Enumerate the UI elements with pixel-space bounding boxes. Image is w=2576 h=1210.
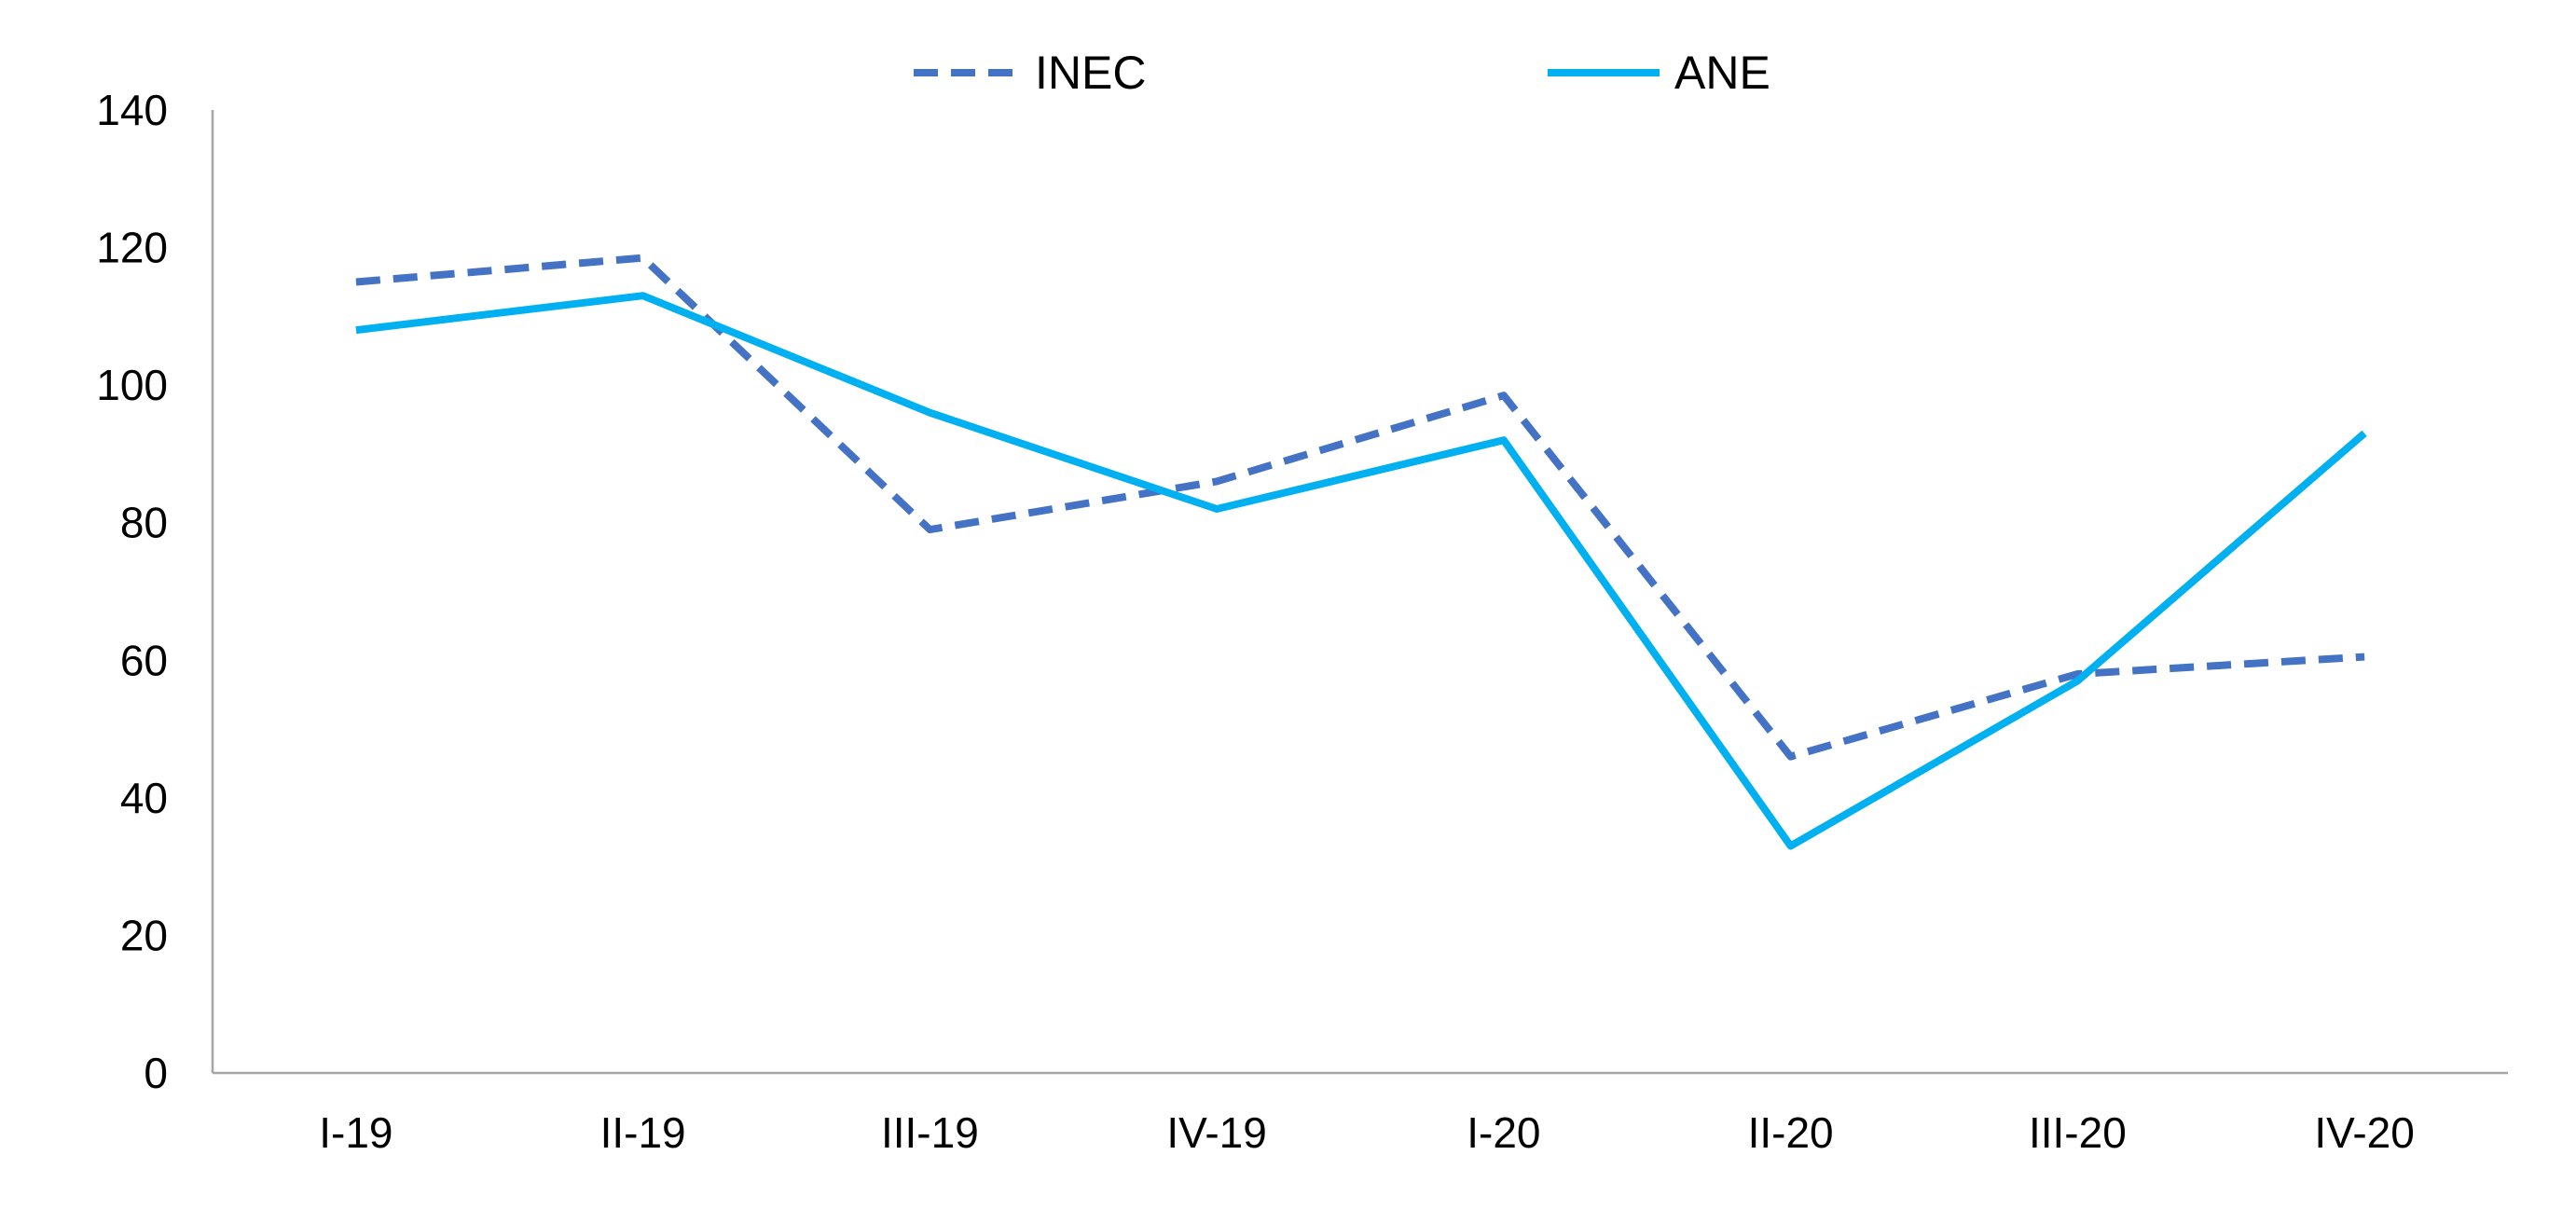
legend-item-ane: ANE [1548,47,1770,99]
x-tick-label: IV-19 [1166,1108,1266,1157]
x-axis: I-19 II-19 III-19 IV-19 I-20 II-20 III-20 IV-20 [213,1071,2508,1157]
x-tick-label: II-20 [1748,1108,1834,1157]
y-tick-label: 100 [96,361,168,409]
x-tick-label: II-19 [600,1108,686,1157]
x-tick-label: III-19 [881,1108,979,1157]
y-tick-label: 120 [96,224,168,272]
series-group [355,254,2367,850]
y-tick-label: 80 [120,499,168,547]
y-axis: 0 20 40 60 80 100 120 140 [96,86,214,1097]
x-tick-label: IV-20 [2314,1108,2414,1157]
y-tick-label: 40 [120,774,168,822]
legend-label: ANE [1674,47,1770,99]
legend: INEC ANE [914,47,1770,99]
x-tick-label: I-20 [1467,1108,1540,1157]
y-tick-label: 20 [120,911,168,959]
series-line-ane [355,292,2367,850]
y-tick-label: 60 [120,636,168,684]
legend-item-inec: INEC [914,47,1146,99]
series-line-inec [355,254,2365,761]
y-tick-label: 0 [144,1049,168,1097]
y-tick-label: 140 [96,86,168,134]
x-tick-label: III-20 [2029,1108,2127,1157]
legend-label: INEC [1035,47,1146,99]
x-tick-label: I-19 [319,1108,393,1157]
